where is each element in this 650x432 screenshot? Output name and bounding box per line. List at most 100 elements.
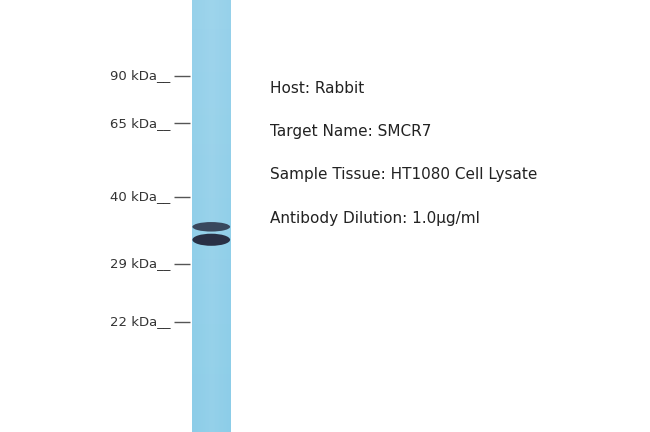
Bar (192, 273, 231, 277)
Bar (192, 183, 231, 187)
Bar (192, 212, 231, 216)
Bar (192, 366, 231, 371)
Bar (192, 111, 231, 115)
Bar (192, 175, 231, 180)
Bar (216, 0, 218, 432)
Bar (219, 0, 220, 432)
Bar (192, 78, 231, 83)
Text: 40 kDa__: 40 kDa__ (110, 190, 170, 203)
Text: 90 kDa__: 90 kDa__ (110, 69, 170, 82)
Ellipse shape (192, 234, 230, 246)
Bar (192, 388, 231, 392)
Bar (192, 147, 231, 151)
Bar (192, 381, 231, 385)
Bar (192, 179, 231, 184)
Bar (192, 114, 231, 119)
Bar (192, 406, 231, 410)
Bar (192, 28, 231, 32)
Bar (200, 0, 201, 432)
Bar (228, 0, 229, 432)
Bar (192, 6, 231, 11)
Bar (192, 158, 231, 162)
Bar (209, 0, 210, 432)
Bar (192, 345, 231, 349)
Bar (192, 89, 231, 94)
Bar (196, 0, 197, 432)
Bar (192, 13, 231, 18)
Bar (192, 32, 231, 36)
Bar (192, 237, 231, 241)
Bar (192, 359, 231, 364)
Bar (192, 258, 231, 263)
Bar (192, 57, 231, 61)
Bar (205, 0, 206, 432)
Bar (192, 71, 231, 76)
Bar (193, 0, 194, 432)
Bar (229, 0, 231, 432)
Bar (227, 0, 228, 432)
Bar (192, 107, 231, 111)
Text: Target Name: SMCR7: Target Name: SMCR7 (270, 124, 431, 139)
Bar (192, 323, 231, 327)
Bar (192, 420, 231, 425)
Bar (210, 0, 211, 432)
Bar (192, 150, 231, 155)
Bar (192, 374, 231, 378)
Bar (192, 348, 231, 353)
Ellipse shape (192, 222, 230, 232)
Bar (192, 248, 231, 252)
Bar (226, 0, 227, 432)
Bar (192, 298, 231, 302)
Bar (224, 0, 226, 432)
Bar (192, 86, 231, 90)
Bar (192, 50, 231, 54)
Bar (192, 204, 231, 209)
Bar (192, 186, 231, 191)
Bar (192, 316, 231, 321)
Bar (192, 100, 231, 105)
Bar (192, 291, 231, 295)
Bar (192, 64, 231, 68)
Bar (192, 39, 231, 43)
Text: Antibody Dilution: 1.0μg/ml: Antibody Dilution: 1.0μg/ml (270, 211, 480, 226)
Bar (203, 0, 205, 432)
Bar (211, 0, 213, 432)
Bar (218, 0, 219, 432)
Bar (192, 305, 231, 310)
Bar (192, 42, 231, 47)
Bar (192, 424, 231, 429)
Bar (192, 283, 231, 288)
Text: 29 kDa__: 29 kDa__ (110, 257, 170, 270)
Bar (192, 60, 231, 65)
Bar (206, 0, 207, 432)
Bar (223, 0, 224, 432)
Bar (192, 356, 231, 360)
Bar (192, 399, 231, 403)
Bar (192, 132, 231, 137)
Bar (192, 10, 231, 14)
Bar (192, 402, 231, 407)
Bar (197, 0, 198, 432)
Bar (192, 280, 231, 284)
Bar (192, 121, 231, 126)
Bar (192, 118, 231, 122)
Text: Host: Rabbit: Host: Rabbit (270, 81, 364, 96)
Bar (192, 294, 231, 299)
Bar (192, 136, 231, 140)
Bar (192, 302, 231, 306)
Bar (202, 0, 203, 432)
Bar (192, 413, 231, 418)
Bar (192, 125, 231, 130)
Bar (192, 262, 231, 267)
Bar (192, 140, 231, 144)
Bar (192, 428, 231, 432)
Bar (192, 287, 231, 292)
Text: Sample Tissue: HT1080 Cell Lysate: Sample Tissue: HT1080 Cell Lysate (270, 168, 537, 182)
Bar (214, 0, 215, 432)
Bar (192, 233, 231, 238)
Bar (192, 276, 231, 281)
Bar (192, 46, 231, 51)
Bar (192, 309, 231, 313)
Bar (192, 143, 231, 148)
Bar (194, 0, 196, 432)
